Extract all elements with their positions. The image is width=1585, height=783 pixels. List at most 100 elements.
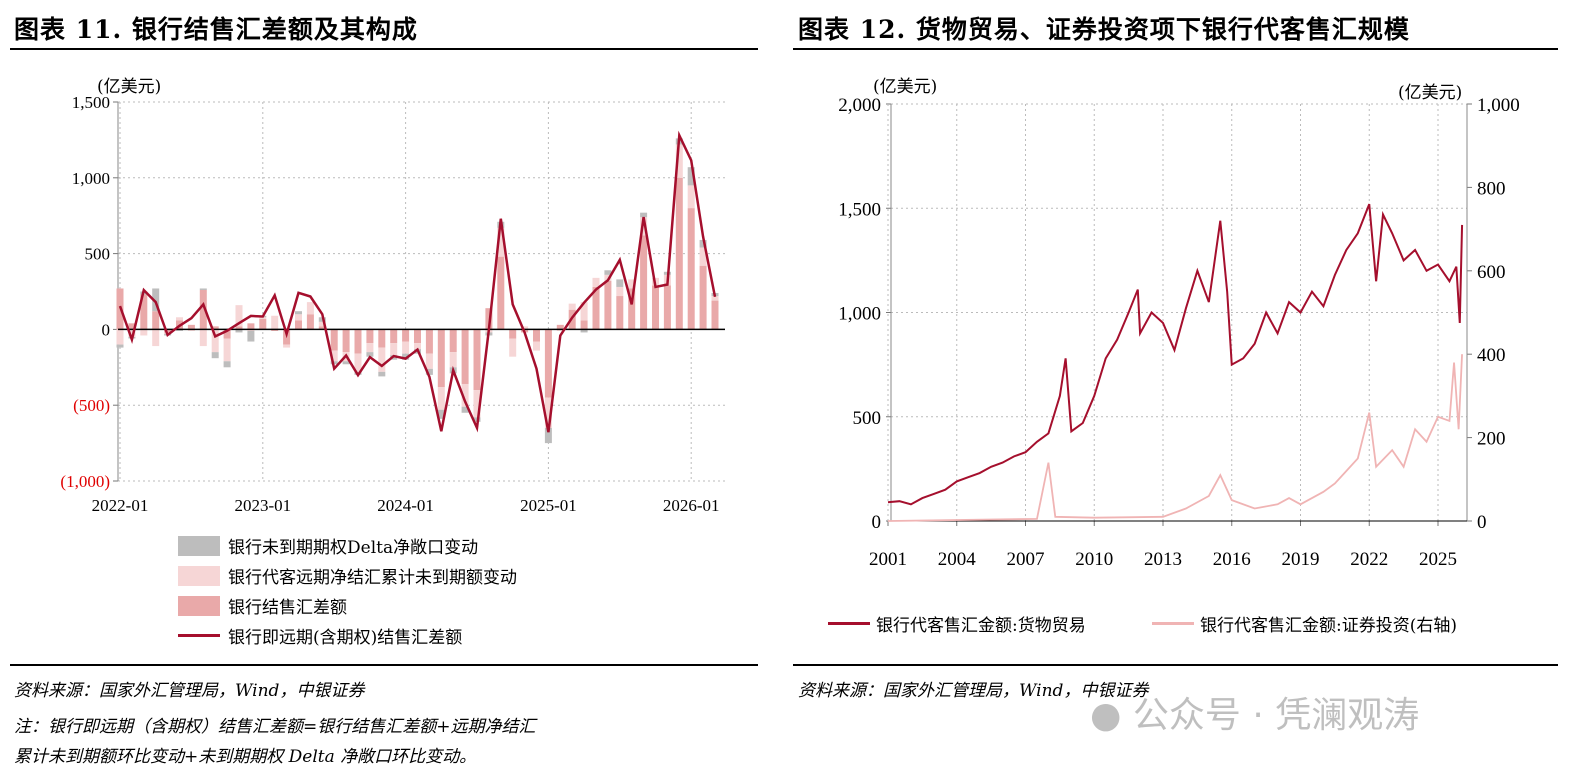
y-tick-label-right: 200 — [1477, 429, 1506, 450]
bar — [461, 383, 469, 407]
bar — [128, 329, 136, 337]
securities-line — [887, 354, 1463, 522]
bar — [414, 343, 421, 350]
bar — [176, 329, 183, 331]
legend-securities: 银行代客售汇金额:证券投资(右轴) — [1152, 611, 1457, 636]
bar — [223, 361, 231, 368]
left-note-line2: 累计未到期额环比变动+未到期期权 Delta 净敞口环比变动。 — [14, 747, 477, 767]
bar — [306, 302, 314, 315]
bar — [699, 265, 707, 330]
x-tick-label: 2026-01 — [663, 496, 720, 515]
x-tick-label: 2022-01 — [92, 496, 149, 515]
bar — [295, 320, 302, 330]
legend-swatch — [178, 535, 220, 556]
bar — [318, 321, 326, 327]
bar — [544, 397, 552, 428]
bar — [354, 329, 362, 354]
bar — [437, 329, 445, 388]
x-tick-label: 2025 — [1419, 549, 1457, 570]
y-tick-label: 1,000 — [72, 169, 110, 188]
bar — [366, 343, 374, 353]
legend-swatch — [1152, 622, 1194, 625]
left-title-rule — [10, 48, 758, 50]
bar — [687, 185, 695, 209]
bar — [580, 320, 588, 330]
bar — [640, 212, 648, 218]
bar — [271, 315, 279, 330]
bar — [580, 329, 588, 333]
bar — [211, 352, 219, 359]
legend-label: 银行代客远期净结汇累计未到期额变动 — [228, 568, 517, 588]
y-tick-label-left: 2,000 — [838, 95, 881, 116]
bar — [295, 311, 302, 315]
bar — [342, 329, 350, 353]
x-tick-label: 2025-01 — [520, 496, 577, 515]
bar — [675, 177, 683, 330]
bar — [533, 329, 540, 342]
bar — [461, 329, 469, 384]
x-tick-label: 2023-01 — [234, 496, 291, 515]
y-tick-label: 0 — [102, 320, 111, 339]
left-unit-label: (亿美元) — [97, 77, 162, 97]
right-title-rule — [793, 48, 1558, 50]
bar — [235, 305, 243, 327]
bar — [235, 326, 243, 330]
x-tick-label: 2019 — [1282, 549, 1320, 570]
bar — [402, 353, 410, 360]
bar — [176, 317, 183, 321]
bar — [366, 329, 374, 344]
right-chart-title: 图表 12. 货物贸易、证券投资项下银行代客售汇规模 — [798, 15, 1410, 44]
y-tick-label-right: 1,000 — [1477, 95, 1520, 116]
legend-goods: 银行代客售汇金额:货物贸易 — [828, 611, 1086, 636]
bar — [449, 329, 457, 353]
bar — [366, 352, 374, 357]
x-tick-label: 2024-01 — [377, 496, 434, 515]
right-unit-right-label: (亿美元) — [1398, 83, 1463, 103]
bar — [711, 296, 719, 301]
bar — [354, 353, 362, 372]
y-tick-label-right: 600 — [1477, 262, 1506, 283]
legend-forward: 银行代客远期净结汇累计未到期额变动 — [178, 563, 517, 588]
bar — [580, 302, 588, 321]
bar — [306, 314, 314, 330]
bar — [687, 167, 695, 186]
bar — [342, 361, 350, 365]
bar — [402, 329, 410, 342]
legend-label: 银行未到期期权Delta净敞口变动 — [228, 538, 479, 558]
right-footer-rule — [793, 664, 1558, 666]
bar — [628, 288, 636, 330]
bar — [247, 330, 255, 342]
bar — [164, 329, 172, 333]
bar — [592, 277, 600, 287]
bar — [675, 144, 683, 178]
y-tick-label: 1,500 — [72, 93, 110, 112]
bar — [390, 329, 398, 344]
bar — [390, 343, 398, 356]
x-tick-label: 2010 — [1075, 549, 1113, 570]
left-footer-rule — [10, 664, 758, 666]
bar — [402, 341, 410, 354]
legend-label: 银行结售汇差额 — [228, 598, 347, 618]
y-tick-label: (1,000) — [60, 472, 110, 491]
bar — [473, 329, 481, 391]
y-tick-label-left: 1,500 — [838, 199, 881, 220]
bar — [247, 329, 255, 331]
bar — [211, 329, 219, 353]
legend-swatch — [828, 622, 870, 625]
bar — [378, 347, 386, 372]
bar — [259, 317, 267, 319]
legend-label: 银行代客售汇金额:货物贸易 — [876, 616, 1086, 636]
bar — [556, 329, 564, 331]
bar — [295, 314, 302, 321]
bar — [509, 338, 517, 357]
x-tick-label: 2004 — [938, 549, 977, 570]
bar — [616, 279, 624, 287]
left-chart-title: 图表 11. 银行结售汇差额及其构成 — [14, 15, 418, 44]
bar — [425, 353, 433, 369]
bar — [687, 208, 695, 330]
bar — [521, 326, 529, 330]
y-tick-label-left: 1,000 — [838, 304, 881, 325]
left-source: 资料来源：国家外汇管理局，Wind，中银证券 — [14, 681, 365, 701]
bar — [437, 387, 445, 410]
bar — [247, 323, 255, 330]
